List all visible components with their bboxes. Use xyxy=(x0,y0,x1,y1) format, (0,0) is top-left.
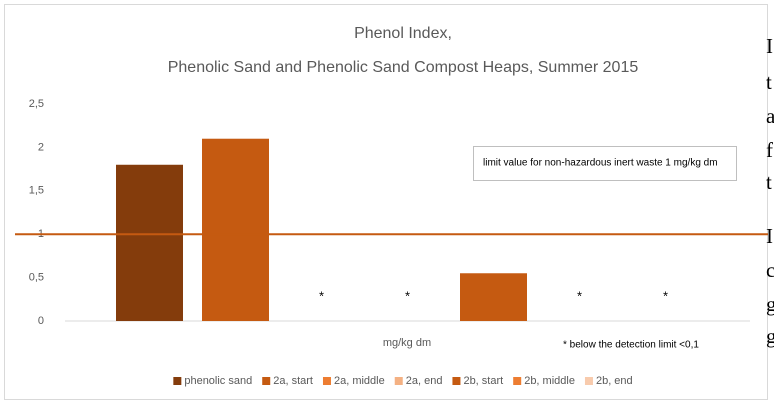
legend-label: 2b, end xyxy=(596,375,633,387)
y-tick-label: 0,5 xyxy=(29,272,44,284)
annotation: * below the detection limit <0,1 xyxy=(563,340,699,351)
annotation: limit value for non-hazardous inert wast… xyxy=(483,158,718,169)
legend-swatch xyxy=(452,377,461,385)
legend-swatch xyxy=(173,377,182,385)
chart-title: Phenol Index, xyxy=(354,25,452,42)
annotation-box xyxy=(473,146,737,181)
side-text: c xyxy=(766,258,774,282)
x-axis-label: mg/kg dm xyxy=(383,337,431,349)
legend-label: 2a, middle xyxy=(334,375,385,387)
side-text: g xyxy=(766,324,774,348)
value-label: * xyxy=(577,288,582,303)
side-text: I xyxy=(766,224,773,248)
y-tick-label: 2 xyxy=(38,141,44,153)
legend-swatch xyxy=(394,377,403,385)
legend-swatch xyxy=(513,377,522,385)
legend-swatch xyxy=(584,377,593,385)
y-tick-label: 1,5 xyxy=(29,185,44,197)
value-label: * xyxy=(319,288,324,303)
bar xyxy=(116,164,183,321)
side-text: t xyxy=(766,170,772,194)
legend-label: 2b, start xyxy=(463,375,503,387)
legend-swatch xyxy=(262,377,271,385)
side-text: t xyxy=(766,70,772,94)
legend: phenolic sand 2a, start 2a, middle 2a, end 2… xyxy=(173,375,633,387)
side-text: g xyxy=(766,292,774,316)
legend-swatch xyxy=(322,377,331,385)
legend-label: 2b, middle xyxy=(524,375,575,387)
y-tick-label: 2,5 xyxy=(29,98,44,110)
legend-label: phenolic sand xyxy=(184,375,252,387)
value-label: * xyxy=(405,288,410,303)
side-text: I xyxy=(766,34,773,58)
bar xyxy=(202,138,269,321)
chart-subtitle: Phenolic Sand and Phenolic Sand Compost … xyxy=(168,59,639,76)
y-tick-label: 0 xyxy=(38,315,44,327)
legend-label: 2a, start xyxy=(273,375,313,387)
value-label: * xyxy=(663,288,668,303)
bar xyxy=(460,273,527,321)
side-text: a xyxy=(766,104,774,128)
legend-label: 2a, end xyxy=(406,375,443,387)
side-text: f xyxy=(766,138,773,162)
